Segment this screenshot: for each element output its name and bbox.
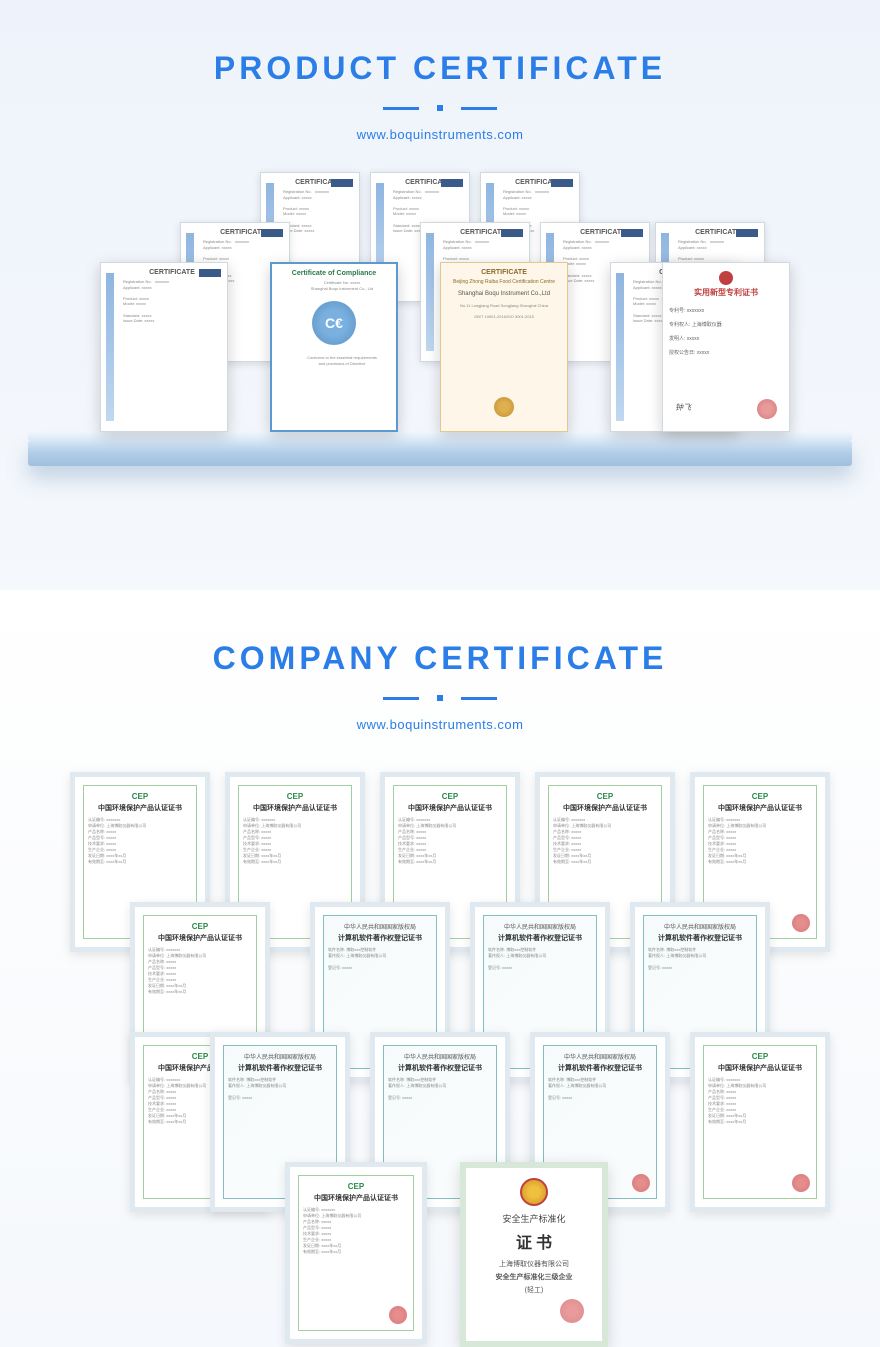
company-certificate-section: COMPANY CERTIFICATE www.boquinstruments.…	[0, 590, 880, 1340]
cep-certificate: CEP 中国环境保护产品认证证书 认证编号: xxxxxxx申请单位: 上海博取…	[285, 1162, 427, 1344]
product-certificate-section: PRODUCT CERTIFICATE www.boquinstruments.…	[0, 0, 880, 590]
certificate-card: CERTIFICATE CERTIFICATE Registration No.…	[100, 262, 228, 432]
divider-dot	[437, 695, 443, 701]
divider-bar	[383, 107, 419, 110]
website-url: www.boquinstruments.com	[0, 127, 880, 142]
divider-bar	[461, 107, 497, 110]
product-certificates-stage: CERTIFI CERTIFICATE Registration No. xxx…	[30, 172, 850, 432]
display-shelf	[28, 440, 852, 466]
certificate-card: 实用新型专利证书 专利号: xxxxxxx专利权人: 上海博取仪器发明人: xx…	[662, 262, 790, 432]
certificate-card: CERTIFICATEBeijing Zhong Ruiba Food Cert…	[440, 262, 568, 432]
divider-dot	[437, 105, 443, 111]
safety-certificate: 安全生产标准化 证 书 上海博取仪器有限公司 安全生产标准化三级企业 (轻工)	[460, 1162, 608, 1347]
company-certificates-stage: CEP 中国环境保护产品认证证书 认证编号: xxxxxxx申请单位: 上海博取…	[30, 772, 850, 1332]
divider	[0, 695, 880, 701]
cep-certificate: CEP 中国环境保护产品认证证书 认证编号: xxxxxxx申请单位: 上海博取…	[690, 1032, 830, 1212]
divider	[0, 105, 880, 111]
website-url: www.boquinstruments.com	[0, 717, 880, 732]
section-title: COMPANY CERTIFICATE	[0, 640, 880, 677]
certificate-card: Certificate of Compliance Certificate No…	[270, 262, 398, 432]
section-title: PRODUCT CERTIFICATE	[0, 50, 880, 87]
divider-bar	[461, 697, 497, 700]
divider-bar	[383, 697, 419, 700]
